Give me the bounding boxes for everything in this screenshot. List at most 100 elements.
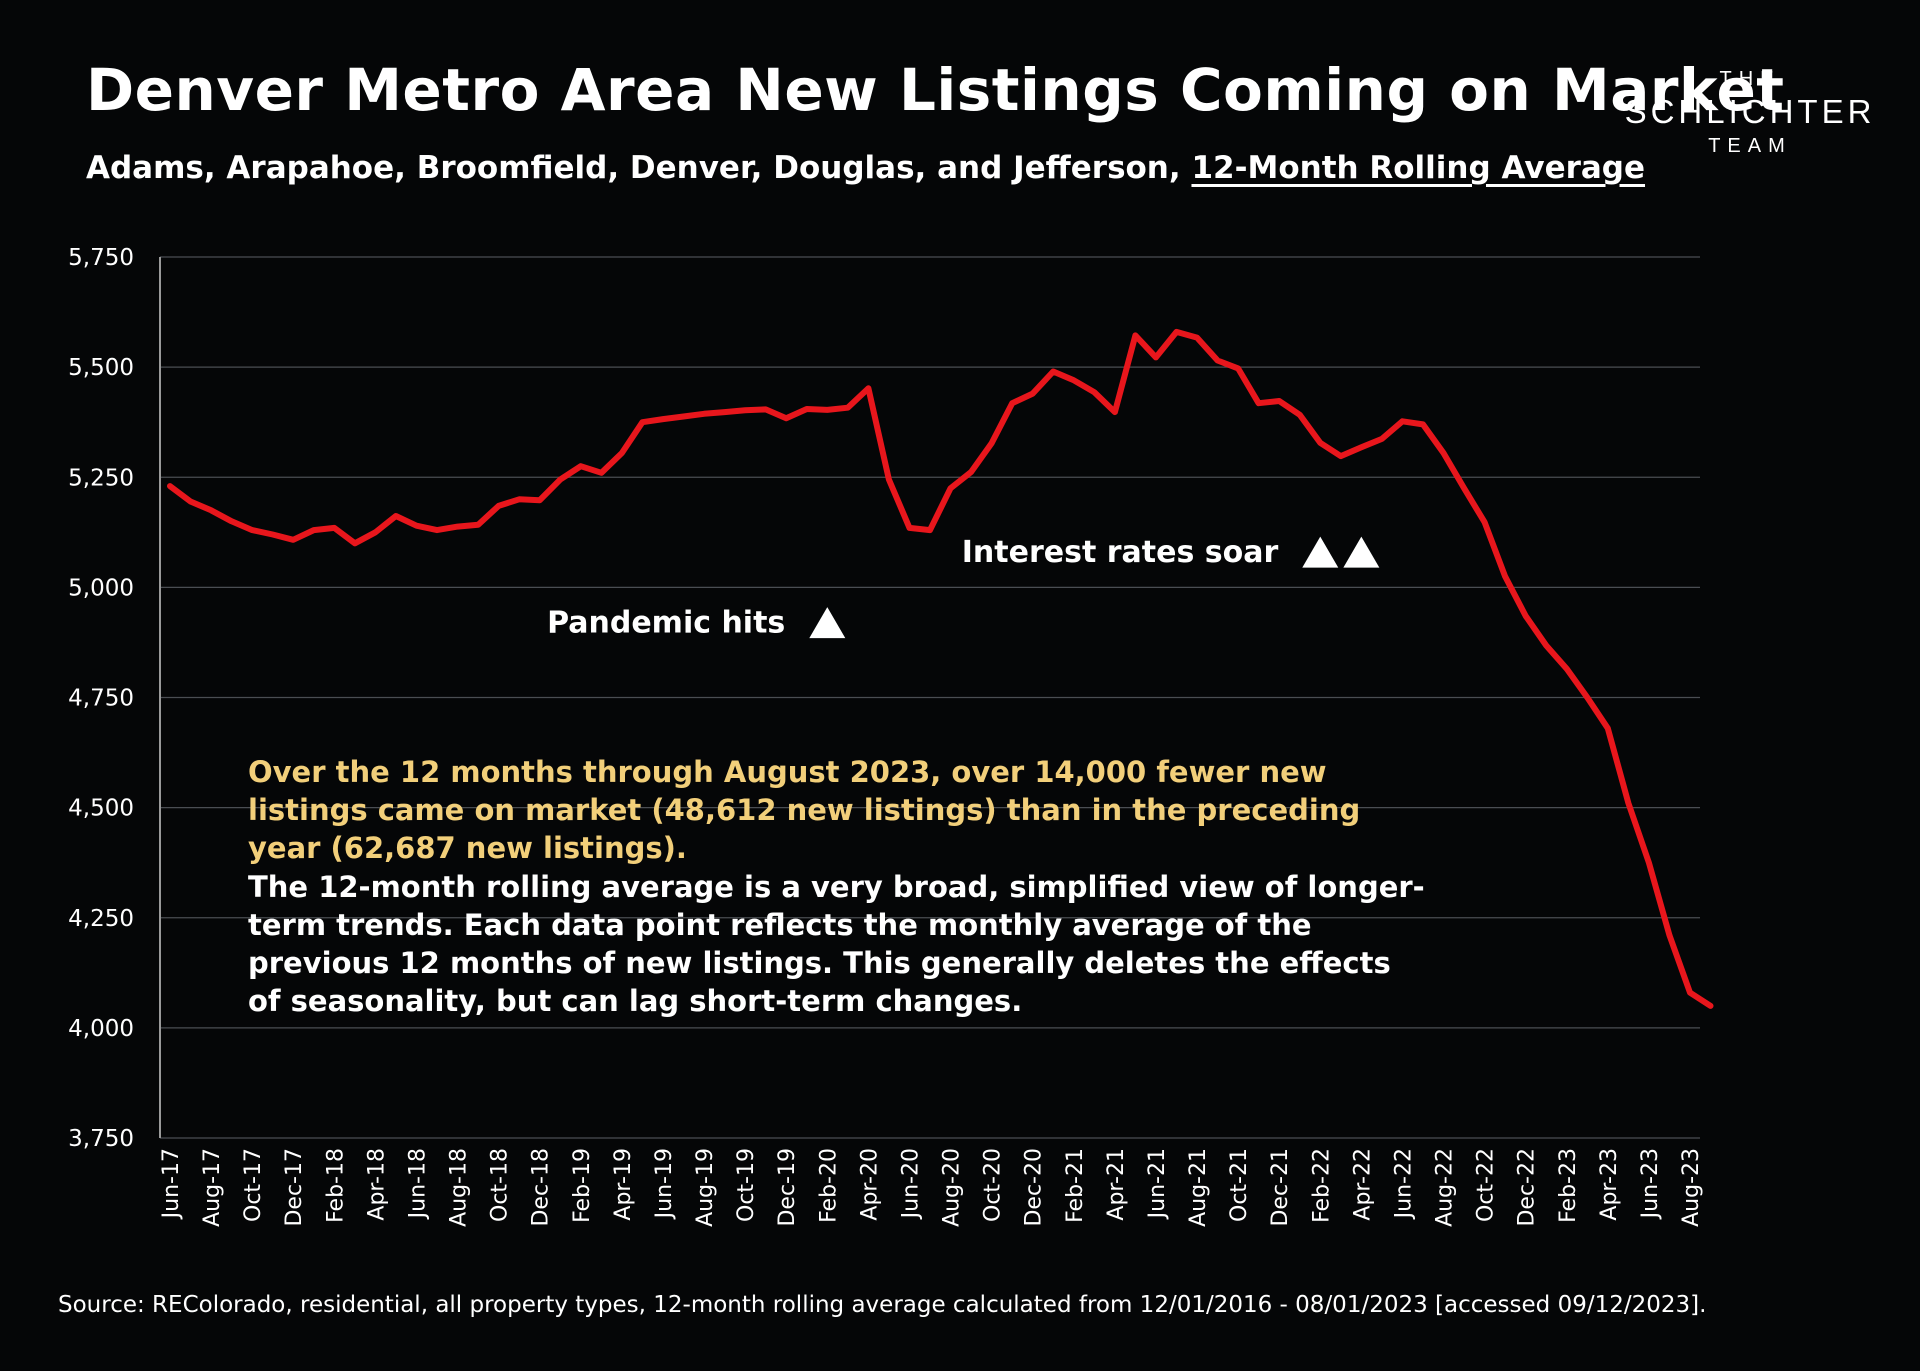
y-tick-label: 4,000 [68,1016,134,1042]
x-tick-label: Oct-22 [1474,1148,1499,1222]
x-tick-label: Dec-18 [529,1148,554,1227]
x-tick-label: Aug-23 [1679,1148,1704,1227]
logo-middle: SCHLICHTER [1624,93,1876,130]
data-point [682,414,686,418]
data-point [640,420,644,424]
data-point [764,407,768,411]
y-tick-label: 4,500 [68,796,134,822]
x-tick-label: Jun-17 [159,1148,184,1220]
data-point [1503,574,1507,578]
y-tick-label: 5,500 [68,355,134,381]
data-point [1133,333,1137,337]
x-tick-label: Aug-19 [693,1148,718,1227]
x-tick-label: Aug-20 [940,1148,965,1227]
x-tick-label: Oct-17 [241,1148,266,1222]
data-point [1606,726,1610,730]
data-point [1257,401,1261,405]
data-point [969,470,973,474]
data-point [517,497,521,501]
y-tick-label: 3,750 [68,1126,134,1152]
x-tick-label: Dec-17 [282,1148,307,1227]
data-point [1339,454,1343,458]
x-tick-label: Aug-21 [1186,1148,1211,1227]
data-point [209,508,213,512]
x-tick-label: Dec-19 [775,1148,800,1227]
x-tick-label: Aug-22 [1433,1148,1458,1227]
data-point [1277,399,1281,403]
y-tick-label: 4,250 [68,906,134,932]
data-point [1688,991,1692,995]
data-point [866,386,870,390]
data-point [1113,410,1117,414]
annotation-label: Pandemic hits [547,606,785,641]
x-tick-label: Apr-23 [1597,1148,1622,1221]
data-point [990,441,994,445]
x-tick-label: Apr-22 [1350,1148,1375,1221]
data-point [1483,520,1487,524]
data-point [1092,390,1096,394]
data-point [949,486,953,490]
data-point [620,451,624,455]
data-point [805,407,809,411]
data-point [1585,696,1589,699]
data-point [230,519,234,523]
data-point [661,417,665,421]
data-point [1154,355,1158,359]
data-point [1400,419,1404,423]
data-point [394,514,398,518]
data-point [1462,486,1466,490]
chart-title: Denver Metro Area New Listings Coming on… [86,56,1785,124]
data-point [373,530,377,534]
y-tick-label: 5,000 [68,575,134,601]
data-point [1236,366,1240,370]
subtitle-counties: Adams, Arapahoe, Broomfield, Denver, Dou… [86,150,1181,186]
x-tick-label: Jun-19 [652,1148,677,1220]
data-point [1524,614,1528,618]
x-tick-label: Feb-19 [570,1148,595,1223]
y-tick-label: 4,750 [68,686,134,712]
data-point [1709,1004,1713,1008]
chart-subtitle: Adams, Arapahoe, Broomfield, Denver, Dou… [86,150,1645,186]
data-point [1051,370,1055,374]
data-point [579,464,583,468]
x-tick-label: Feb-23 [1556,1148,1581,1223]
x-tick-label: Feb-20 [816,1148,841,1223]
data-point [1421,422,1425,426]
subtitle-rolling-average: 12-Month Rolling Average [1191,150,1646,186]
data-point [1174,330,1178,334]
y-tick-label: 5,750 [68,245,134,271]
data-point [189,499,193,503]
data-point [168,484,172,488]
x-tick-label: Aug-18 [447,1148,472,1227]
data-point [928,528,932,532]
x-tick-label: Jun-23 [1638,1148,1663,1220]
x-tick-label: Jun-20 [898,1148,923,1220]
x-tick-label: Oct-20 [981,1148,1006,1222]
data-point [723,410,727,414]
x-tick-label: Jun-21 [1145,1148,1170,1220]
data-point [1195,336,1199,340]
data-point [312,528,316,532]
x-axis-labels: Jun-17 Aug-17 Oct-17 Dec-17 Feb-18 Apr-18 Jun-… [159,1148,1704,1227]
data-point [558,477,562,481]
data-point [1442,451,1446,455]
data-point [1544,644,1548,648]
explanation-note: The 12-month rolling average is a very b… [248,870,1425,1018]
data-point [743,408,747,412]
x-tick-label: Apr-18 [364,1148,389,1221]
data-point [1359,445,1363,449]
x-tick-label: Aug-17 [200,1148,225,1227]
annotation-label: Interest rates soar [962,535,1279,570]
data-point [1318,441,1322,445]
x-tick-label: Oct-19 [734,1148,759,1222]
data-point [476,523,480,527]
x-tick-label: Feb-21 [1063,1148,1088,1223]
grid-lines [160,256,1700,1139]
x-tick-label: Jun-18 [405,1148,430,1220]
triangle-marker-icon [1343,536,1380,568]
triangle-marker-icon [1302,536,1339,568]
data-point [1380,437,1384,441]
data-point [538,498,542,502]
series-line-path [167,328,1714,1009]
